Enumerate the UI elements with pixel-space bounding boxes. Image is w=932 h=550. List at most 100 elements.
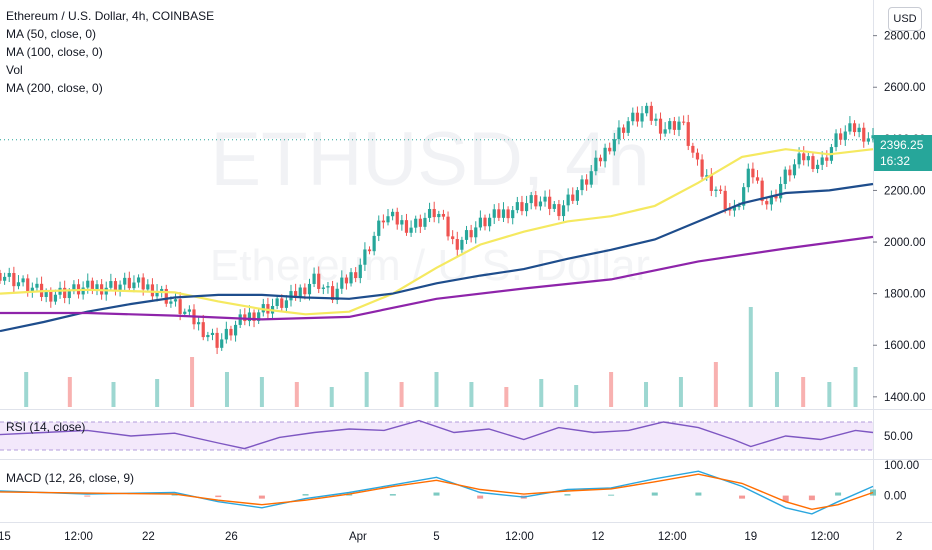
- candle-body: [501, 209, 506, 218]
- candle-body: [247, 312, 252, 322]
- candle-body: [534, 195, 538, 207]
- candle-body: [132, 282, 136, 289]
- candle-body: [580, 179, 584, 191]
- candle-body: [201, 322, 205, 338]
- candle-body: [672, 121, 676, 130]
- volume-bar: [399, 382, 404, 407]
- macd-histogram-bar: [651, 492, 658, 496]
- candle-body: [460, 239, 464, 250]
- candle-body: [608, 147, 612, 152]
- candle-body: [779, 183, 783, 199]
- macd-histogram-bar: [608, 494, 615, 496]
- candle-body: [802, 153, 806, 161]
- candle-body: [21, 278, 25, 283]
- rsi-tick-label: 50.00: [884, 431, 913, 443]
- candle-body: [275, 298, 279, 306]
- macd-tick-label: 100.00: [884, 460, 919, 472]
- volume-bar: [224, 372, 229, 407]
- candle-body: [478, 217, 482, 228]
- candle-body: [187, 309, 191, 312]
- candle-body: [839, 133, 843, 140]
- candle-body: [164, 288, 168, 304]
- candle-body: [575, 190, 579, 201]
- time-tick-label: 26: [225, 531, 238, 543]
- candle-body: [206, 334, 210, 338]
- candle-body: [682, 121, 686, 123]
- candle-body: [446, 216, 450, 237]
- volume-bar: [329, 387, 334, 407]
- candle-body: [598, 157, 603, 162]
- volume-bar: [469, 382, 474, 407]
- macd-histogram-bar: [564, 494, 571, 496]
- volume-bar: [111, 382, 116, 407]
- candle-body: [488, 217, 492, 227]
- candle-body: [35, 283, 39, 288]
- candle-body: [709, 175, 713, 191]
- legend-ma50[interactable]: MA (50, close, 0): [6, 27, 97, 41]
- candle-body: [806, 156, 810, 161]
- candle-body: [474, 227, 478, 238]
- candle-body: [585, 179, 589, 185]
- currency-button[interactable]: USD: [888, 7, 922, 31]
- candle-body: [178, 299, 182, 314]
- candle-body: [723, 190, 727, 210]
- macd-line: [0, 470, 874, 515]
- volume-bar: [609, 372, 614, 407]
- watermark-name: Ethereum / U.S. Dollar: [210, 241, 650, 290]
- candle-body: [774, 195, 778, 199]
- candle-body: [284, 300, 288, 308]
- candle-body: [155, 291, 159, 297]
- candle-body: [571, 194, 575, 201]
- candle-body: [649, 105, 653, 121]
- volume-bar: [24, 372, 29, 407]
- legend-ma200[interactable]: MA (200, close, 0): [6, 81, 103, 95]
- candle-body: [220, 339, 224, 348]
- candle-body: [298, 287, 302, 298]
- candle-body: [67, 291, 71, 299]
- candle-body: [497, 209, 501, 218]
- candle-body: [755, 177, 760, 181]
- ma50-line: [0, 148, 874, 316]
- candle-body: [668, 121, 672, 130]
- candle-body: [363, 249, 367, 265]
- candle-body: [349, 272, 353, 284]
- candle-body: [418, 218, 422, 227]
- candle-body: [640, 113, 644, 122]
- time-tick-label: 12:00: [811, 531, 840, 543]
- candle-body: [391, 211, 395, 217]
- price-tick-label: 1400.00: [884, 392, 926, 404]
- candle-body: [677, 121, 681, 130]
- candle-body: [409, 227, 413, 233]
- candle-body: [197, 322, 201, 325]
- candle-body: [543, 196, 547, 202]
- macd-histogram-bar: [477, 495, 484, 499]
- candle-body: [63, 287, 67, 299]
- macd-pane-label[interactable]: MACD (12, 26, close, 9): [6, 471, 135, 485]
- candle-body: [367, 249, 372, 252]
- rsi-pane-label[interactable]: RSI (14, close): [6, 420, 86, 434]
- candle-body: [400, 220, 404, 225]
- candle-body: [238, 314, 242, 325]
- volume-bar: [294, 382, 299, 407]
- candle-body: [49, 291, 53, 302]
- candle-body: [631, 112, 635, 122]
- macd-histogram-bar: [302, 494, 309, 496]
- candle-body: [594, 157, 598, 172]
- candle-body: [783, 169, 787, 184]
- ma100-line: [0, 182, 874, 333]
- time-tick-label: 12: [592, 531, 605, 543]
- candle-body: [455, 239, 459, 250]
- volume-bar: [574, 385, 579, 407]
- rsi-line: [0, 419, 874, 450]
- legend-ma100[interactable]: MA (100, close, 0): [6, 45, 103, 59]
- candle-body: [635, 112, 640, 122]
- candle-body: [848, 123, 852, 132]
- volume-bar: [364, 372, 369, 407]
- legend-vol[interactable]: Vol: [6, 63, 23, 77]
- candle-body: [123, 277, 127, 285]
- price-tick-label: 2000.00: [884, 237, 926, 249]
- candle-body: [53, 294, 58, 302]
- candle-body: [173, 299, 178, 302]
